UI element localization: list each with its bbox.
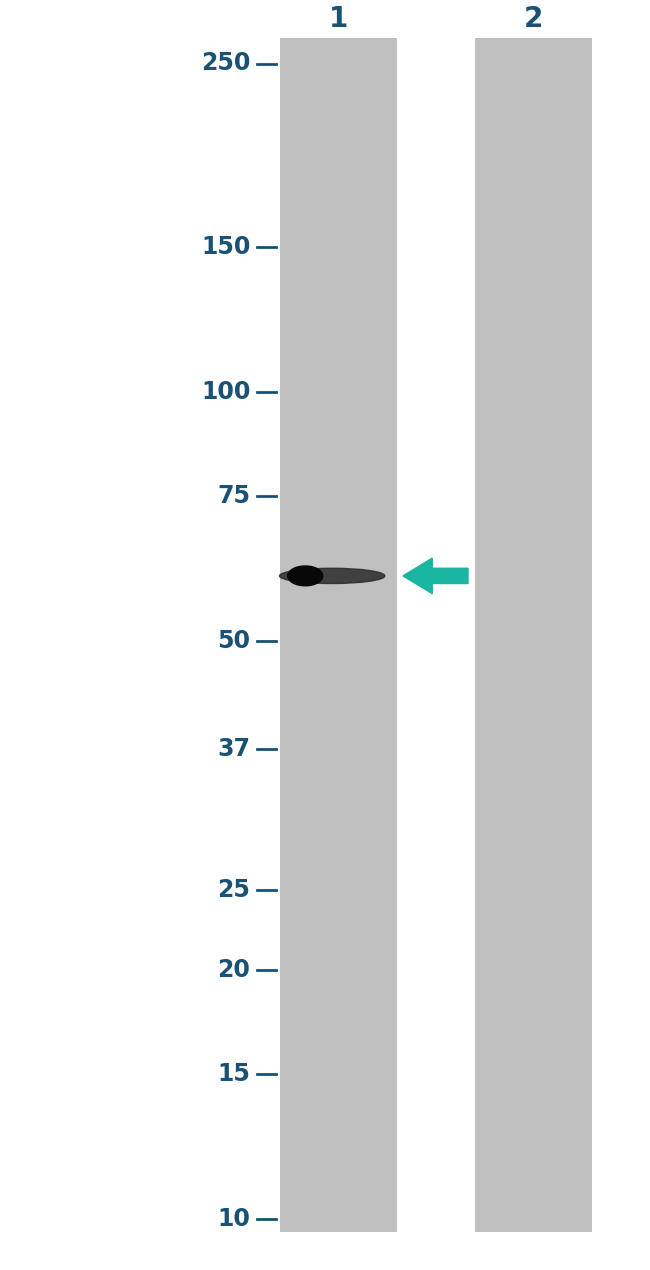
Text: 15: 15 <box>217 1062 250 1086</box>
FancyArrow shape <box>403 558 468 593</box>
Bar <box>280 38 396 1232</box>
Text: 50: 50 <box>217 630 250 653</box>
Text: 150: 150 <box>201 235 250 259</box>
Text: 37: 37 <box>217 738 250 762</box>
Text: 250: 250 <box>201 52 250 75</box>
Ellipse shape <box>288 566 323 585</box>
Bar <box>474 38 592 1232</box>
Text: 2: 2 <box>523 5 543 33</box>
Text: 25: 25 <box>217 879 250 902</box>
Text: 75: 75 <box>217 484 250 508</box>
Ellipse shape <box>280 568 385 583</box>
Text: 100: 100 <box>201 381 250 404</box>
Text: 10: 10 <box>217 1208 250 1231</box>
Text: 20: 20 <box>217 959 250 982</box>
Text: 1: 1 <box>328 5 348 33</box>
